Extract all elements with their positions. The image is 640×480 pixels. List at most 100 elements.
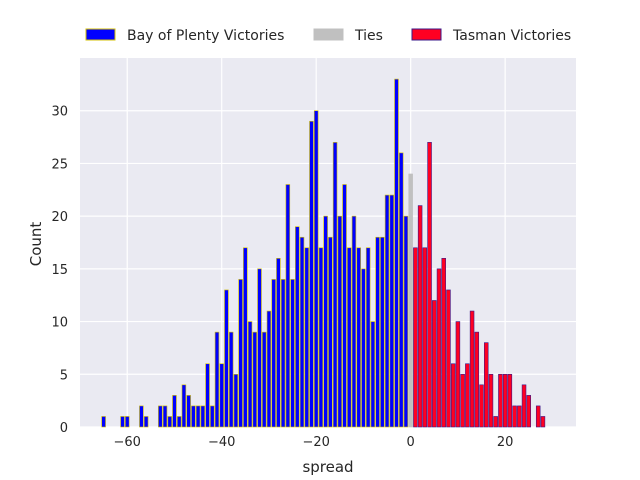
tasman-bar xyxy=(460,373,465,428)
bay-bar xyxy=(158,405,163,428)
tasman-bar xyxy=(436,268,442,428)
bay-bar xyxy=(295,226,300,428)
bay-bar xyxy=(181,384,187,428)
tasman-bar xyxy=(498,373,503,428)
y-tick-label: 10 xyxy=(51,316,68,331)
legend-swatch-bay xyxy=(85,28,116,41)
bay-bar xyxy=(365,247,371,428)
y-axis-label: Count xyxy=(27,222,45,267)
tasman-bar xyxy=(493,416,498,428)
legend-swatch-tasman xyxy=(411,28,442,41)
bay-bar xyxy=(233,373,239,428)
bay-bar xyxy=(290,279,295,428)
bay-bar xyxy=(384,194,390,428)
bay-bar xyxy=(347,247,352,428)
bay-bar xyxy=(195,405,201,428)
x-axis-label: spread xyxy=(302,458,353,476)
tasman-bar xyxy=(422,247,428,428)
bay-bar xyxy=(143,416,149,428)
ties-bar xyxy=(408,173,413,428)
legend-label-bay: Bay of Plenty Victories xyxy=(127,28,284,44)
x-tick-label: 0 xyxy=(407,435,415,450)
bay-bar xyxy=(328,236,333,428)
bay-bar xyxy=(176,416,182,428)
legend-swatch-ties xyxy=(313,28,344,41)
tasman-bar xyxy=(521,384,527,428)
tasman-bar xyxy=(469,310,475,428)
bars xyxy=(101,78,546,428)
bay-bar xyxy=(394,78,399,428)
bay-bar xyxy=(139,405,144,428)
y-tick-label: 20 xyxy=(51,210,68,225)
y-tick-labels: 0 5 10 15 20 25 30 xyxy=(51,105,68,436)
bay-bar xyxy=(342,184,347,428)
tasman-bar xyxy=(474,331,480,428)
bay-bar xyxy=(285,184,291,428)
bay-bar xyxy=(370,321,376,428)
y-tick-label: 30 xyxy=(51,105,68,120)
tasman-bar xyxy=(526,395,531,428)
bay-bar xyxy=(247,321,253,428)
bay-bar xyxy=(191,405,196,428)
bay-bar xyxy=(403,215,409,428)
x-tick-labels: −60 −40 −20 0 20 xyxy=(114,435,514,450)
bay-bar xyxy=(243,247,248,428)
tasman-bar xyxy=(432,300,437,428)
bay-bar xyxy=(380,236,385,428)
tasman-bar xyxy=(465,363,470,428)
bay-bar xyxy=(299,236,305,428)
plot-background xyxy=(80,58,576,427)
legend: Bay of Plenty Victories Ties Tasman Victor… xyxy=(85,28,571,44)
bay-bar xyxy=(266,310,272,428)
tasman-bar xyxy=(540,416,546,428)
bay-bar xyxy=(238,279,243,428)
bay-bar xyxy=(219,363,224,428)
legend-label-ties: Ties xyxy=(354,28,383,44)
bay-bar xyxy=(271,279,276,428)
bay-bar xyxy=(280,279,286,428)
bay-bar xyxy=(398,152,404,428)
tasman-bar xyxy=(441,258,446,428)
tasman-bar xyxy=(455,321,461,428)
bay-bar xyxy=(252,331,258,428)
bay-bar xyxy=(309,120,314,428)
tasman-bar xyxy=(479,384,484,428)
tasman-bar xyxy=(517,405,522,428)
tasman-bar xyxy=(502,373,508,428)
bay-bar xyxy=(186,395,191,428)
tasman-bar xyxy=(488,373,494,428)
x-tick-label: −40 xyxy=(208,435,235,450)
x-tick-label: 20 xyxy=(497,435,514,450)
bay-bar xyxy=(257,268,262,428)
tasman-bar xyxy=(512,405,517,428)
bay-bar xyxy=(210,405,215,428)
bay-bar xyxy=(304,247,309,428)
bay-bar xyxy=(361,268,366,428)
bay-bar xyxy=(228,331,234,428)
y-tick-label: 5 xyxy=(60,368,68,383)
tasman-bar xyxy=(450,363,456,428)
bay-bar xyxy=(323,215,328,428)
bay-bar xyxy=(167,416,172,428)
bay-bar xyxy=(337,215,343,428)
tasman-bar xyxy=(427,142,432,428)
bay-bar xyxy=(205,363,210,428)
bay-bar xyxy=(162,405,168,428)
tasman-bar xyxy=(484,342,489,428)
bay-bar xyxy=(332,142,338,428)
bay-bar xyxy=(356,247,361,428)
bay-bar xyxy=(120,416,125,428)
tasman-bar xyxy=(446,289,451,428)
bay-bar xyxy=(375,236,380,428)
tasman-bar xyxy=(417,205,423,428)
legend-label-tasman: Tasman Victories xyxy=(452,28,571,44)
tasman-bar xyxy=(413,247,418,428)
bay-bar xyxy=(125,416,130,428)
tasman-bar xyxy=(507,373,513,428)
x-tick-label: −20 xyxy=(302,435,329,450)
bay-bar xyxy=(214,331,220,428)
bay-bar xyxy=(172,395,177,428)
bay-bar xyxy=(276,258,281,428)
bay-bar xyxy=(200,405,206,428)
